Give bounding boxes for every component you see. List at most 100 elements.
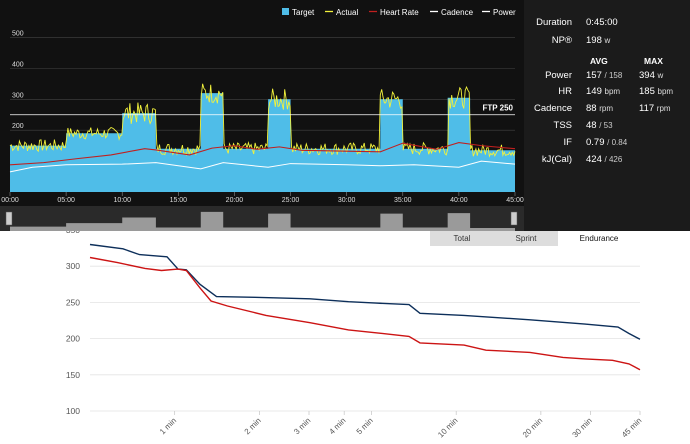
ftp-label: FTP 250 (482, 104, 513, 113)
workout-summary-panel: 500400300200100FTP 25000:0005:0010:0015:… (0, 0, 690, 231)
curve-x-tick-label: 20 min (521, 416, 544, 439)
legend-label-power: Power (493, 8, 516, 17)
tab-endurance[interactable]: Endurance (558, 231, 640, 246)
x-tick-label: 15:00 (170, 197, 188, 204)
curve-y-tick-label: 250 (66, 297, 80, 307)
curve-x-tick-label: 5 min (355, 416, 375, 436)
hr-max: 185 bpm (639, 86, 673, 97)
stat-power: Power 157 / 158 394 w (524, 70, 690, 84)
power-max-number: 394 (639, 70, 655, 81)
workout-chart-svg: 500400300200100FTP 25000:0005:0010:0015:… (0, 8, 524, 231)
hr-avg-number: 149 (586, 86, 602, 97)
power-max: 394 w (639, 70, 663, 81)
curve-x-tick-label: 45 min (620, 416, 643, 439)
workout-chart: 500400300200100FTP 25000:0005:0010:0015:… (0, 0, 524, 231)
x-tick-label: 40:00 (450, 197, 468, 204)
duration-value: 0:45:00 (586, 17, 618, 28)
hr-max-number: 185 (639, 86, 655, 97)
cadence-avg-number: 88 (586, 103, 597, 114)
stat-kj: kJ(Cal) 424 / 426 (524, 154, 690, 168)
if-value: 0.79 / 0.84 (586, 137, 627, 148)
cadence-label: Cadence (533, 103, 572, 114)
cadence-max: 117 rpm (639, 103, 671, 114)
if-sub: / 0.84 (607, 138, 628, 147)
x-tick-label: 20:00 (226, 197, 244, 204)
power-unit: w (657, 71, 664, 80)
avg-header: AVG (590, 56, 608, 66)
curve-y-tick-label: 100 (66, 406, 80, 416)
curve-y-tick-label: 150 (66, 370, 80, 380)
stat-tss: TSS 48 / 53 (524, 120, 690, 134)
legend-label-actual: Actual (336, 8, 358, 17)
power-avg-sub: / 158 (604, 71, 623, 80)
np-unit: w (604, 36, 611, 45)
x-tick-label: 10:00 (113, 197, 131, 204)
stat-if: IF 0.79 / 0.84 (524, 137, 690, 151)
x-tick-label: 00:00 (1, 197, 19, 204)
stat-duration: Duration 0:45:00 (524, 17, 690, 31)
curve-x-tick-label: 4 min (327, 416, 347, 436)
np-number: 198 (586, 35, 602, 46)
x-tick-label: 30:00 (338, 197, 356, 204)
curve-x-tick-label: 2 min (243, 416, 263, 436)
stats-panel: Duration 0:45:00 NP® 198 w AVG MAX Power… (524, 0, 690, 231)
power-curve-panel: 350 300 250 200 150 100 1 min 2 min 3 min 4 min 5 … (0, 225, 690, 439)
x-tick-label: 35:00 (394, 197, 412, 204)
np-value: 198 w (586, 35, 610, 46)
y-tick-label: 400 (12, 61, 24, 68)
tab-sprint[interactable]: Sprint (515, 234, 537, 243)
kj-label: kJ(Cal) (541, 154, 572, 165)
kj-value: 424 / 426 (586, 154, 622, 165)
curve-x-tick-label: 1 min (158, 416, 178, 436)
kj-number: 424 (586, 154, 602, 165)
stat-np: NP® 198 w (524, 35, 690, 49)
curve-y-tick-label: 300 (66, 261, 80, 271)
y-tick-label: 500 (12, 30, 24, 37)
tss-number: 48 (586, 120, 597, 131)
stat-cadence: Cadence 88 rpm 117 rpm (524, 103, 690, 117)
cadence-max-unit: rpm (656, 104, 671, 113)
navigator-handle-left[interactable] (5, 211, 13, 226)
tab-total[interactable]: Total (453, 234, 471, 243)
y-tick-label: 200 (12, 123, 24, 130)
curve-series-red (89, 256, 641, 371)
power-curve-chart: 350 300 250 200 150 100 1 min 2 min 3 min 4 min 5 … (66, 225, 644, 439)
hr-max-unit: bpm (657, 87, 674, 96)
tss-value: 48 / 53 (586, 120, 613, 131)
duration-label: Duration (536, 17, 572, 28)
cadence-avg-unit: rpm (599, 104, 613, 113)
x-tick-label: 05:00 (57, 197, 75, 204)
kj-sub: / 426 (604, 155, 623, 164)
curve-x-tick-label: 3 min (292, 416, 312, 436)
power-avg-number: 157 (586, 70, 602, 81)
curve-x-tick-label: 30 min (571, 416, 594, 439)
curve-y-tick-label: 200 (66, 334, 80, 344)
legend-label-heart_rate: Heart Rate (380, 8, 419, 17)
legend-swatch-target (282, 8, 289, 15)
heart-rate-line (9, 141, 516, 166)
hr-avg: 149 bpm (586, 86, 620, 97)
target-area (10, 93, 515, 192)
cadence-avg: 88 rpm (586, 103, 613, 114)
navigator-profile (10, 211, 515, 231)
hr-label: HR (558, 86, 572, 97)
curve-series-blue (89, 243, 641, 340)
np-label: NP® (551, 35, 572, 46)
max-header: MAX (644, 56, 663, 66)
actual-power-line (9, 83, 516, 158)
legend-label-cadence: Cadence (441, 8, 474, 17)
legend-label-target: Target (292, 8, 315, 17)
tss-sub: / 53 (599, 121, 613, 130)
curve-x-tick-label: 10 min (436, 416, 459, 439)
hr-avg-unit: bpm (604, 87, 621, 96)
curve-tabs: Total Sprint Endurance (430, 231, 640, 246)
navigator-handle-right[interactable] (510, 211, 518, 226)
y-tick-label: 300 (12, 92, 24, 99)
tss-label: TSS (553, 120, 572, 131)
cadence-line (9, 160, 516, 173)
stat-hr: HR 149 bpm 185 bpm (524, 86, 690, 100)
curve-y-tick-label: 350 (66, 231, 80, 235)
stat-headers: AVG MAX (524, 56, 690, 70)
power-label: Power (545, 70, 572, 81)
if-label: IF (563, 137, 572, 148)
